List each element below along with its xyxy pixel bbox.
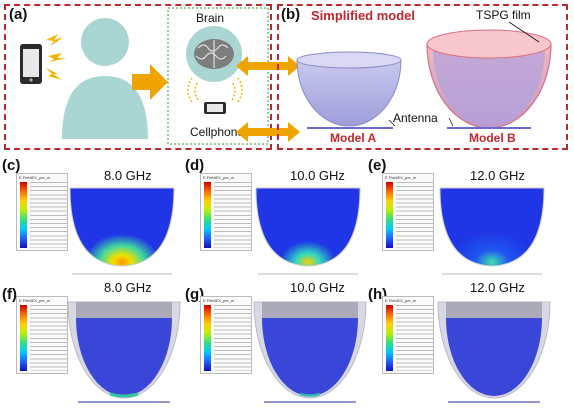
tspg-film-label: TSPG film [476,8,531,22]
tspg-leader [508,21,540,43]
legend-title: E FieldEX_per_m [19,175,51,180]
link-arrows [236,56,300,142]
scale-values [30,182,67,248]
simplified-model-title: Simplified model [311,8,416,23]
panel-d-label: (d) [185,157,205,174]
panel-a-diagram [20,7,269,145]
phone-icon [20,44,42,84]
panel-b-models [296,21,552,129]
scale-values [396,182,433,248]
panel-b-frame [277,4,568,150]
panel-g-label: (g) [185,286,205,303]
color-scale [386,182,393,248]
panel-a-frame [4,4,272,150]
legend-title: E FieldEX_per_m [385,298,417,303]
panel-h-legend: E FieldEX_per_m [382,296,434,374]
color-scale [386,305,393,371]
panel-h-field-plot [437,301,551,403]
panel-h-frequency: 12.0 GHz [470,280,525,295]
color-scale [204,182,211,248]
cellphone-label: Cellphone [190,125,245,139]
legend-title: E FieldEX_per_m [385,175,417,180]
antenna-leader-a [388,119,396,127]
panel-d-field-plot [255,187,361,275]
brain-label: Brain [196,11,225,25]
lower-double-arrow [236,122,300,142]
panel-e-frequency: 12.0 GHz [470,168,525,183]
color-scale [20,305,27,371]
panel-d-legend: E FieldEX_per_m [200,173,252,251]
panel-f-label: (f) [2,286,17,303]
antenna-leader-b [448,117,454,127]
panel-f-legend: E FieldEX_per_m [16,296,68,374]
color-scale [20,182,27,248]
panel-b-label: (b) [281,6,301,23]
panel-e-label: (e) [368,157,387,174]
model-a-label: Model A [330,131,377,145]
signal-icon [46,34,66,80]
model-b-hemisphere [426,29,552,129]
panel-a-label: (a) [9,6,28,23]
panel-d-frequency: 10.0 GHz [290,168,345,183]
radiation-arcs [187,77,243,103]
scale-values [214,305,251,371]
upper-double-arrow [236,56,300,76]
legend-title: E FieldEX_per_m [203,298,235,303]
panel-f-field-plot [67,301,181,403]
scale-values [214,182,251,248]
legend-title: E FieldEX_per_m [19,298,51,303]
scale-values [30,305,67,371]
panel-g-frequency: 10.0 GHz [290,280,345,295]
color-scale [204,305,211,371]
panel-c-field-plot [69,187,175,275]
small-phone-icon [204,102,226,114]
legend-title: E FieldEX_per_m [203,175,235,180]
model-a-hemisphere [296,51,402,127]
model-b-label: Model B [469,131,516,145]
panel-f-frequency: 8.0 GHz [104,280,152,295]
panel-g-field-plot [253,301,367,403]
panel-c-frequency: 8.0 GHz [104,168,152,183]
scale-values [396,305,433,371]
panel-e-legend: E FieldEX_per_m [382,173,434,251]
arrow-icon [132,64,168,100]
brain-phone-box [167,7,269,145]
brain-icon [186,26,242,82]
panel-g-legend: E FieldEX_per_m [200,296,252,374]
antenna-label: Antenna [393,111,438,125]
person-icon [62,18,148,139]
panel-c-label: (c) [2,157,21,174]
panel-c-legend: E FieldEX_per_m [16,173,68,251]
panel-e-field-plot [439,187,545,275]
